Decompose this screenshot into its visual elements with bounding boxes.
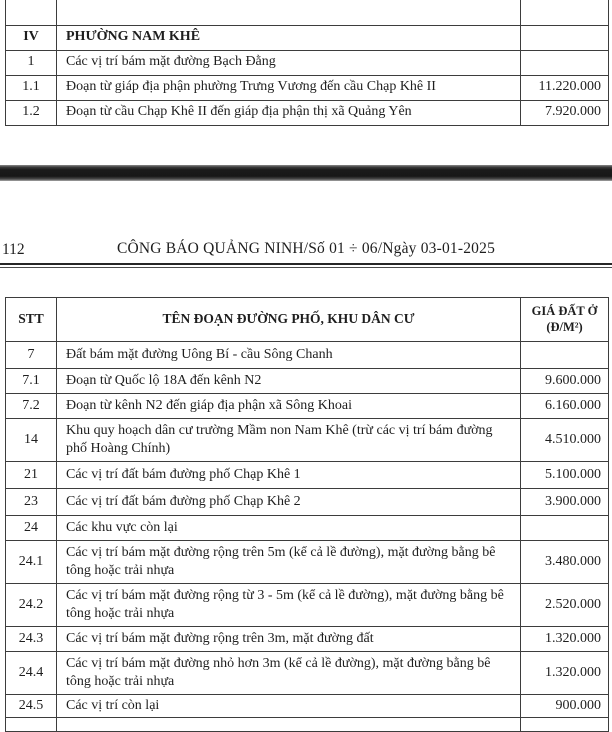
row-stt: 23	[5, 488, 57, 516]
page-number: 112	[2, 241, 25, 258]
row-stt: 24.5	[5, 693, 57, 719]
stub-cell	[520, 0, 609, 26]
table-header-row: STT TÊN ĐOẠN ĐƯỜNG PHỐ, KHU DÂN CƯ GIÁ Đ…	[5, 297, 609, 342]
row-stt: IV	[5, 24, 57, 51]
row-stt: 7	[5, 341, 57, 369]
table-row: 24 Các khu vực còn lại	[5, 515, 609, 541]
row-price: 1.320.000	[520, 651, 609, 695]
row-name: Các vị trí bám mặt đường rộng từ 3 - 5m …	[56, 583, 521, 627]
row-price: 7.920.000	[520, 99, 609, 126]
row-stt: 24.3	[5, 626, 57, 652]
table-row: 7.2 Đoạn từ kênh N2 đến giáp địa phận xã…	[5, 393, 609, 419]
row-name: Các vị trí đất bám đường phố Chạp Khê 2	[56, 488, 521, 516]
table-row-cutoff-bottom	[5, 717, 609, 732]
row-price: 6.160.000	[520, 393, 609, 419]
row-price: 11.220.000	[520, 74, 609, 101]
row-name: Đoạn từ kênh N2 đến giáp địa phận xã Sôn…	[56, 393, 521, 419]
stub-cell	[5, 0, 57, 26]
row-price: 9.600.000	[520, 368, 609, 394]
row-name: Các vị trí đất bám đường phố Chạp Khê 1	[56, 461, 521, 489]
row-stt: 7.1	[5, 368, 57, 394]
row-stt: 24	[5, 515, 57, 541]
table-row: 1.1 Đoạn từ giáp địa phận phường Trưng V…	[5, 74, 609, 101]
row-stt: 1	[5, 49, 57, 76]
land-price-table-page2: STT TÊN ĐOẠN ĐƯỜNG PHỐ, KHU DÂN CƯ GIÁ Đ…	[5, 297, 609, 732]
header-stt: STT	[5, 297, 57, 342]
table-row: 24.2 Các vị trí bám mặt đường rộng từ 3 …	[5, 583, 609, 627]
row-stt: 14	[5, 418, 57, 462]
row-name: Đất bám mặt đường Uông Bí - cầu Sông Cha…	[56, 341, 521, 369]
table-row-cutoff-top	[5, 0, 609, 26]
stub-cell	[520, 717, 609, 732]
row-price: 1.320.000	[520, 626, 609, 652]
table-row: 14 Khu quy hoạch dân cư trường Mầm non N…	[5, 418, 609, 462]
land-price-table-section: STT TÊN ĐOẠN ĐƯỜNG PHỐ, KHU DÂN CƯ GIÁ Đ…	[5, 297, 609, 732]
row-stt: 1.1	[5, 74, 57, 101]
row-stt: 24.2	[5, 583, 57, 627]
land-price-table-page1: IV PHƯỜNG NAM KHÊ 1 Các vị trí bám mặt đ…	[5, 0, 609, 126]
row-name: Các vị trí bám mặt đường nhỏ hơn 3m (kể …	[56, 651, 521, 695]
row-name: Đoạn từ giáp địa phận phường Trưng Vương…	[56, 74, 521, 101]
row-stt: 24.1	[5, 540, 57, 584]
running-header: 112 CÔNG BÁO QUẢNG NINH/Số 01 ÷ 06/Ngày …	[0, 240, 612, 262]
row-stt: 21	[5, 461, 57, 489]
row-price	[520, 341, 609, 369]
header-price: GIÁ ĐẤT Ở (Đ/M²)	[520, 297, 609, 342]
table-row: 7.1 Đoạn từ Quốc lộ 18A đến kênh N2 9.60…	[5, 368, 609, 394]
row-name: Các khu vực còn lại	[56, 515, 521, 541]
page-separator-band	[0, 165, 612, 181]
row-price: 900.000	[520, 693, 609, 719]
table-row: 1 Các vị trí bám mặt đường Bạch Đằng	[5, 49, 609, 76]
header-price-line1: GIÁ ĐẤT Ở	[531, 303, 598, 318]
header-price-line2: (Đ/M²)	[546, 319, 583, 334]
header-double-rule	[0, 263, 612, 268]
row-price	[520, 49, 609, 76]
table-row: 24.3 Các vị trí bám mặt đường rộng trên …	[5, 626, 609, 652]
table-row: 24.4 Các vị trí bám mặt đường nhỏ hơn 3m…	[5, 651, 609, 695]
row-stt: 7.2	[5, 393, 57, 419]
row-price	[520, 24, 609, 51]
table-row: 21 Các vị trí đất bám đường phố Chạp Khê…	[5, 461, 609, 489]
row-name: PHƯỜNG NAM KHÊ	[56, 24, 521, 51]
row-price	[520, 515, 609, 541]
row-name: Các vị trí bám mặt đường rộng trên 5m (k…	[56, 540, 521, 584]
row-price: 4.510.000	[520, 418, 609, 462]
stub-cell	[56, 717, 521, 732]
row-price: 5.100.000	[520, 461, 609, 489]
row-price: 3.900.000	[520, 488, 609, 516]
row-price: 2.520.000	[520, 583, 609, 627]
row-name: Các vị trí bám mặt đường Bạch Đằng	[56, 49, 521, 76]
stub-cell	[56, 0, 521, 26]
header-name: TÊN ĐOẠN ĐƯỜNG PHỐ, KHU DÂN CƯ	[56, 297, 521, 342]
row-name: Khu quy hoạch dân cư trường Mầm non Nam …	[56, 418, 521, 462]
previous-page-table-fragment: IV PHƯỜNG NAM KHÊ 1 Các vị trí bám mặt đ…	[5, 0, 609, 126]
row-price: 3.480.000	[520, 540, 609, 584]
row-stt: 1.2	[5, 99, 57, 126]
row-name: Đoạn từ Quốc lộ 18A đến kênh N2	[56, 368, 521, 394]
table-row: 23 Các vị trí đất bám đường phố Chạp Khê…	[5, 488, 609, 516]
table-row: 24.1 Các vị trí bám mặt đường rộng trên …	[5, 540, 609, 584]
stub-cell	[5, 717, 57, 732]
table-row: IV PHƯỜNG NAM KHÊ	[5, 24, 609, 51]
table-row: 7 Đất bám mặt đường Uông Bí - cầu Sông C…	[5, 341, 609, 369]
table-row: 1.2 Đoạn từ cầu Chạp Khê II đến giáp địa…	[5, 99, 609, 126]
row-name: Đoạn từ cầu Chạp Khê II đến giáp địa phậ…	[56, 99, 521, 126]
row-stt: 24.4	[5, 651, 57, 695]
row-name: Các vị trí bám mặt đường rộng trên 3m, m…	[56, 626, 521, 652]
gazette-title: CÔNG BÁO QUẢNG NINH/Số 01 ÷ 06/Ngày 03-0…	[116, 240, 496, 257]
row-name: Các vị trí còn lại	[56, 693, 521, 719]
table-row: 24.5 Các vị trí còn lại 900.000	[5, 693, 609, 719]
